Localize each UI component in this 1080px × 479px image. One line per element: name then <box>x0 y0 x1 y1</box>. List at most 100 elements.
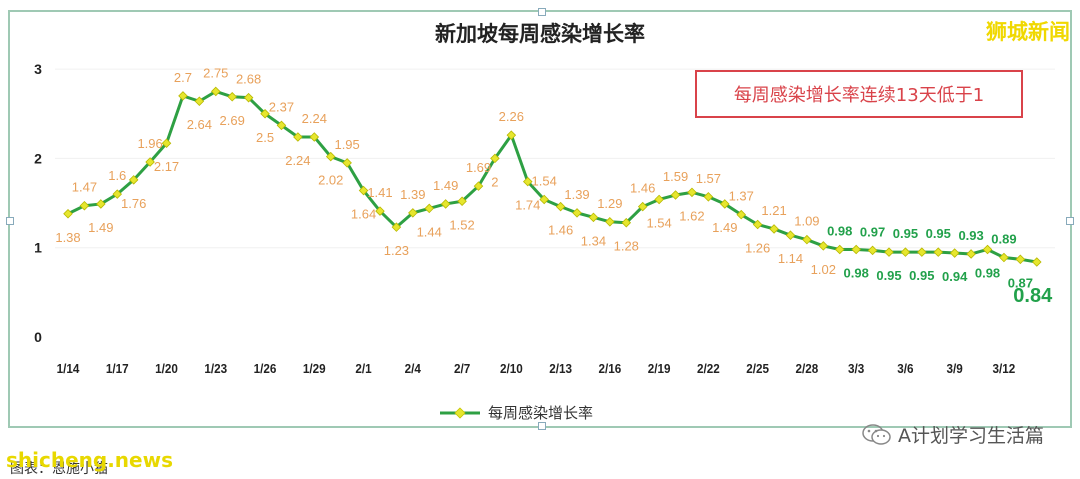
data-label: 1.46 <box>630 181 655 196</box>
data-point <box>161 138 172 148</box>
data-point <box>128 175 139 185</box>
chart-title: 新加坡每周感染增长率 <box>435 22 645 46</box>
data-point <box>949 248 960 258</box>
data-label: 1.28 <box>614 239 639 254</box>
data-point <box>670 190 681 200</box>
data-label: 1.34 <box>581 233 606 248</box>
data-point <box>867 245 878 256</box>
data-label: 1.02 <box>811 262 836 277</box>
data-label: 1.95 <box>334 137 359 152</box>
data-point <box>227 92 237 102</box>
data-label: 1.54 <box>646 215 671 230</box>
data-point <box>145 157 155 167</box>
data-point <box>605 217 615 227</box>
data-label: 1.49 <box>88 220 113 235</box>
data-label: 1.57 <box>696 171 721 186</box>
data-label: 1.37 <box>729 189 754 204</box>
y-tick-label: 1 <box>34 240 42 256</box>
data-label: 1.64 <box>351 207 376 222</box>
data-label: 0.87 <box>1008 275 1033 290</box>
data-label: 1.09 <box>794 214 819 229</box>
data-label: 2.24 <box>302 111 327 126</box>
data-point <box>785 230 796 240</box>
data-label: 2.26 <box>499 109 524 124</box>
data-label: 2.7 <box>174 70 192 85</box>
data-point <box>900 247 911 257</box>
x-tick-label: 2/1 <box>355 361 371 376</box>
data-point <box>654 194 664 205</box>
data-label: 1.47 <box>72 180 97 195</box>
account-credit: A计划学习生活篇 <box>862 421 1044 448</box>
data-point <box>506 130 517 140</box>
data-point <box>572 208 582 218</box>
data-point <box>966 249 976 259</box>
data-point <box>687 187 697 198</box>
data-label: 1.39 <box>564 187 589 202</box>
data-label: 0.97 <box>860 224 885 239</box>
data-label: 1.52 <box>449 217 474 232</box>
data-label: 0.89 <box>991 232 1016 247</box>
x-tick-label: 3/9 <box>947 361 963 376</box>
data-point <box>752 219 763 230</box>
data-label: 1.29 <box>597 196 622 211</box>
resize-handle-top[interactable] <box>538 8 546 16</box>
data-point <box>424 203 435 214</box>
data-label: 2.69 <box>220 113 245 128</box>
data-label: 2.02 <box>318 173 343 188</box>
data-label: 1.96 <box>137 136 162 151</box>
callout-text: 每周感染增长率连续13天低于1 <box>733 85 985 106</box>
data-label: 0.98 <box>827 223 852 238</box>
data-label: 1.54 <box>532 173 557 188</box>
x-tick-label: 1/26 <box>254 361 277 376</box>
data-label: 1.49 <box>433 178 458 193</box>
data-label: 0.93 <box>958 228 983 243</box>
data-label: 1.23 <box>384 243 409 258</box>
data-point <box>703 192 714 202</box>
resize-handle-bottom[interactable] <box>538 422 546 430</box>
x-tick-label: 2/7 <box>454 361 470 376</box>
data-point <box>933 247 944 257</box>
resize-handle-right[interactable] <box>1066 217 1074 225</box>
data-label: 1.46 <box>548 223 573 238</box>
data-point <box>358 185 369 196</box>
data-label: 0.95 <box>876 268 901 283</box>
x-tick-label: 2/22 <box>697 361 720 376</box>
data-label: 1.49 <box>712 220 737 235</box>
data-point <box>293 132 303 142</box>
data-label: 1.62 <box>679 208 704 223</box>
data-point <box>621 217 632 228</box>
data-label: 2.75 <box>203 65 228 80</box>
data-point <box>375 206 385 216</box>
data-label: 1.14 <box>778 251 803 266</box>
data-point <box>276 120 287 131</box>
data-point <box>834 244 845 255</box>
resize-handle-left[interactable] <box>6 217 14 225</box>
data-label: 2.5 <box>256 130 274 145</box>
data-point <box>243 92 254 103</box>
data-label: 2.17 <box>154 159 179 174</box>
brand-logo-text: 狮城新闻 <box>986 20 1070 44</box>
x-tick-label: 2/10 <box>500 361 523 376</box>
data-point <box>408 208 418 218</box>
data-point <box>457 196 467 207</box>
data-point <box>1015 254 1026 265</box>
x-tick-label: 2/19 <box>648 361 671 376</box>
y-tick-label: 2 <box>34 150 42 166</box>
callout-box: 每周感染增长率连续13天低于1 <box>695 70 1023 118</box>
data-label: 2 <box>491 174 498 189</box>
data-label: 1.6 <box>108 168 126 183</box>
wechat-icon <box>862 423 891 445</box>
x-tick-label: 1/29 <box>303 361 326 376</box>
data-point <box>720 199 730 209</box>
x-tick-label: 2/25 <box>746 361 769 376</box>
data-point <box>637 201 648 212</box>
data-point <box>63 209 73 219</box>
x-tick-label: 1/14 <box>57 361 80 376</box>
data-point <box>490 153 500 164</box>
data-label: 2.64 <box>187 117 212 132</box>
data-point <box>325 151 336 162</box>
data-label: 1.69 <box>466 160 491 175</box>
data-label: 0.95 <box>893 226 918 241</box>
data-point <box>112 189 123 199</box>
